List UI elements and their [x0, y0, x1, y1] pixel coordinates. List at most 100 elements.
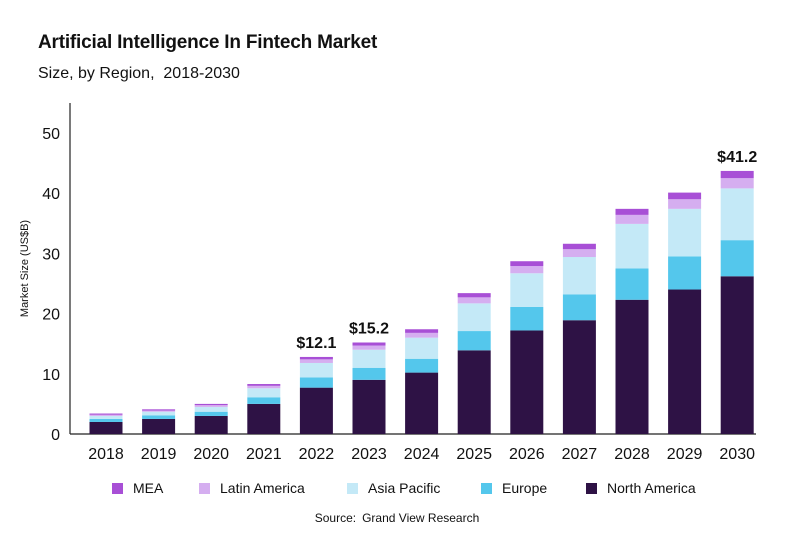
bar-segment-latin-america-2023	[352, 345, 386, 350]
x-tick-label: 2027	[562, 446, 598, 463]
bar-segment-europe-2019	[142, 415, 176, 419]
legend-item-mea: MEA	[112, 480, 163, 496]
data-label-2023: $15.2	[349, 320, 389, 337]
bar-segment-asia-pacific-2020	[194, 406, 228, 412]
x-tick-label: 2020	[193, 446, 229, 463]
bar-segment-asia-pacific-2019	[142, 411, 176, 416]
bar-segment-europe-2018	[89, 418, 123, 422]
y-tick-label: 0	[51, 427, 60, 444]
x-tick-label: 2024	[404, 446, 440, 463]
bar-segment-europe-2029	[668, 256, 702, 290]
bar-segment-europe-2026	[510, 306, 544, 331]
y-tick-label: 30	[42, 246, 60, 263]
bar-segment-mea-2019	[142, 409, 176, 411]
bar-segment-mea-2028	[615, 208, 649, 215]
bar-segment-latin-america-2026	[510, 266, 544, 274]
legend-item-europe: Europe	[481, 480, 547, 496]
x-tick-label: 2019	[141, 446, 177, 463]
bar-segment-latin-america-2022	[299, 359, 333, 363]
x-tick-label: 2023	[351, 446, 387, 463]
legend-swatch-mea	[112, 482, 123, 494]
data-label-2030: $41.2	[717, 149, 757, 166]
bar-segment-europe-2024	[405, 358, 439, 373]
bar-segment-latin-america-2029	[668, 199, 702, 209]
bar-segment-north-america-2030	[720, 276, 754, 434]
y-tick-label: 50	[42, 126, 60, 143]
bar-segment-asia-pacific-2029	[668, 208, 702, 257]
bar-segment-mea-2030	[720, 170, 754, 179]
bar-segment-north-america-2018	[89, 421, 123, 434]
chart-subtitle: Size, by Region, 2018-2030	[38, 65, 240, 82]
legend-swatch-asia-pacific	[347, 482, 358, 494]
bar-segment-mea-2025	[457, 293, 491, 298]
source-note: Source: Grand View Research	[0, 511, 794, 525]
x-tick-label: 2026	[509, 446, 545, 463]
bar-segment-mea-2024	[405, 329, 439, 333]
legend-swatch-north-america	[586, 482, 597, 494]
source-name: Grand View Research	[362, 511, 480, 525]
legend-label-europe: Europe	[502, 480, 548, 496]
bar-segment-europe-2023	[352, 367, 386, 380]
bar-segment-asia-pacific-2028	[615, 223, 649, 269]
bar-segment-latin-america-2018	[89, 414, 123, 416]
bar-segment-latin-america-2020	[194, 405, 228, 407]
legend-swatch-latin-america	[199, 482, 210, 494]
bar-segment-europe-2027	[562, 294, 596, 321]
bar-segment-latin-america-2024	[405, 332, 439, 338]
bar-segment-europe-2020	[194, 411, 228, 416]
legend-label-north-america: North America	[607, 480, 696, 496]
x-tick-label: 2025	[456, 446, 492, 463]
bar-segment-north-america-2024	[405, 372, 439, 434]
x-tick-label: 2021	[246, 446, 282, 463]
bar-segment-latin-america-2027	[562, 249, 596, 258]
bar-segment-north-america-2023	[352, 379, 386, 434]
legend-label-asia-pacific: Asia Pacific	[368, 480, 441, 496]
chart-legend: MEA Latin America Asia Pacific Europe No…	[0, 480, 794, 500]
bar-segment-asia-pacific-2022	[299, 362, 333, 378]
x-tick-label: 2030	[719, 446, 755, 463]
y-tick-label: 40	[42, 186, 60, 203]
bar-segment-asia-pacific-2025	[457, 303, 491, 332]
bar-segment-north-america-2022	[299, 387, 333, 434]
x-tick-label: 2029	[667, 446, 703, 463]
bar-segment-europe-2021	[247, 397, 281, 404]
data-label-2022: $12.1	[296, 335, 336, 352]
bar-segment-europe-2030	[720, 240, 754, 277]
bar-segment-mea-2018	[89, 413, 123, 415]
x-tick-label: 2028	[614, 446, 650, 463]
y-axis-label: Market Size (US$B)	[19, 220, 31, 317]
bar-segment-latin-america-2019	[142, 410, 176, 412]
bar-segment-north-america-2029	[668, 289, 702, 434]
bar-segment-latin-america-2028	[615, 214, 649, 224]
legend-swatch-europe	[481, 482, 492, 494]
legend-label-mea: MEA	[133, 480, 164, 496]
chart-title: Artificial Intelligence In Fintech Marke…	[38, 32, 378, 53]
bar-segment-mea-2022	[299, 356, 333, 360]
bar-segment-asia-pacific-2030	[720, 188, 754, 241]
bar-segment-north-america-2020	[194, 415, 228, 434]
bar-segment-north-america-2028	[615, 299, 649, 434]
bar-segment-asia-pacific-2027	[562, 257, 596, 295]
bar-segment-asia-pacific-2018	[89, 415, 123, 419]
bar-segment-mea-2027	[562, 243, 596, 250]
bar-segment-asia-pacific-2026	[510, 273, 544, 307]
x-tick-label: 2022	[299, 446, 335, 463]
bar-segment-north-america-2027	[562, 320, 596, 434]
bar-segment-mea-2023	[352, 342, 386, 346]
y-tick-label: 10	[42, 367, 60, 384]
legend-item-north-america: North America	[586, 480, 696, 496]
bar-segment-north-america-2026	[510, 330, 544, 434]
bar-segment-mea-2026	[510, 261, 544, 267]
bar-segment-north-america-2021	[247, 403, 281, 434]
bar-segment-asia-pacific-2024	[405, 337, 439, 359]
bar-segment-north-america-2025	[457, 350, 491, 434]
bar-segment-europe-2022	[299, 377, 333, 388]
bar-segment-asia-pacific-2023	[352, 349, 386, 368]
bar-segment-mea-2020	[194, 403, 228, 406]
legend-item-latin-america: Latin America	[199, 480, 305, 496]
bar-segment-latin-america-2030	[720, 178, 754, 189]
bar-segment-mea-2021	[247, 384, 281, 386]
source-label: Source:	[314, 511, 357, 525]
legend-label-latin-america: Latin America	[220, 480, 305, 496]
x-tick-label: 2018	[88, 446, 124, 463]
